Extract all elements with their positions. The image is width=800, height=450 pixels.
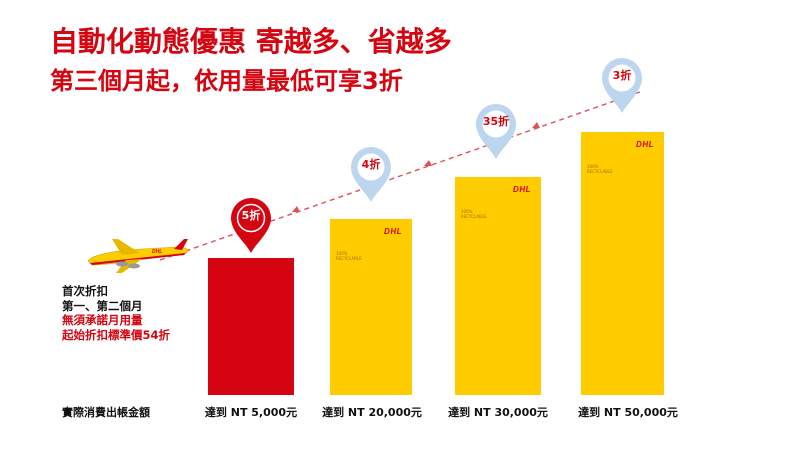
- tier-label: 達到 NT 5,000元: [204, 406, 298, 419]
- box-print: 100% RECYCLABLE: [461, 209, 487, 219]
- package-box-icon: DHL 100% RECYCLABLE: [455, 177, 541, 395]
- tier-label: 達到 NT 30,000元: [448, 406, 548, 419]
- airplane-icon: DHL: [87, 239, 188, 273]
- note-line-2: 第一、第二個月: [62, 298, 143, 313]
- pin-label: 35折: [482, 115, 510, 128]
- package-box-icon: DHL 100% RECYCLABLE: [330, 219, 412, 395]
- billing-amount-label: 實際消費出帳金額: [62, 406, 150, 419]
- dhl-logo: DHL: [384, 227, 402, 236]
- note-line-4: 起始折扣標準價54折: [62, 327, 171, 342]
- dhl-logo: DHL: [636, 140, 654, 149]
- package-box-icon: [208, 258, 294, 395]
- box-print: 100% RECYCLABLE: [587, 164, 613, 174]
- note-line-1: 首次折扣: [62, 284, 108, 298]
- map-pin-icon: 5折: [228, 196, 274, 254]
- dhl-logo: DHL: [513, 185, 531, 194]
- pin-label: 3折: [612, 69, 632, 82]
- map-pin-icon: 3折: [599, 56, 645, 114]
- first-discount-note: 首次折扣 第一、第二個月 無須承諾月用量 起始折扣標準價54折: [62, 284, 170, 342]
- headline-line-1: 自動化動態優惠 寄越多、省越多: [50, 25, 452, 58]
- map-pin-icon: 35折: [473, 102, 519, 160]
- box-print: 100% RECYCLABLE: [336, 251, 362, 261]
- pin-label: 5折: [241, 209, 261, 222]
- pin-label: 4折: [361, 158, 381, 171]
- note-line-3: 無須承諾月用量: [62, 313, 143, 327]
- map-pin-icon: 4折: [348, 145, 394, 203]
- headline-line-2: 第三個月起，依用量最低可享3折: [50, 67, 403, 95]
- package-box-icon: DHL 100% RECYCLABLE: [581, 132, 664, 395]
- tier-label: 達到 NT 20,000元: [322, 406, 422, 419]
- svg-text:DHL: DHL: [152, 249, 162, 255]
- tier-label: 達到 NT 50,000元: [578, 406, 678, 419]
